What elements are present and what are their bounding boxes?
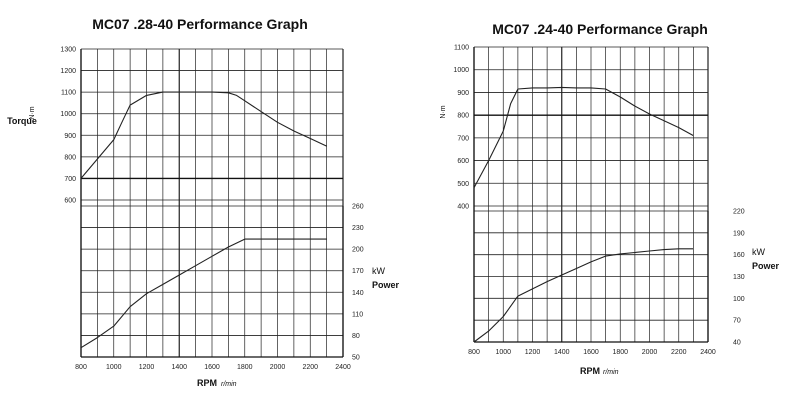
- power-tick-label: 80: [352, 333, 360, 340]
- x-tick-label: 1400: [171, 364, 187, 371]
- x-axis-unit: r/min: [221, 381, 237, 388]
- torque-tick-label: 1200: [60, 68, 76, 75]
- torque-tick-label: 500: [457, 181, 469, 188]
- power-tick-label: 220: [733, 209, 745, 216]
- x-tick-label: 800: [468, 349, 480, 356]
- chart-title: MC07 .28-40 Performance Graph: [92, 16, 308, 32]
- torque-axis-title: Torque: [7, 116, 37, 126]
- chart-title: MC07 .24-40 Performance Graph: [492, 21, 708, 37]
- torque-tick-label: 900: [64, 133, 76, 140]
- x-axis-title: RPM: [197, 378, 217, 388]
- power-tick-label: 160: [733, 252, 745, 259]
- power-curve: [80, 238, 327, 349]
- power-tick-label: 70: [733, 318, 741, 325]
- x-tick-label: 1000: [495, 349, 511, 356]
- power-tick-label: 170: [352, 268, 364, 275]
- x-tick-label: 2400: [335, 364, 351, 371]
- x-tick-label: 1800: [237, 364, 253, 371]
- x-tick-label: 1600: [204, 364, 220, 371]
- torque-curve: [80, 91, 327, 179]
- chart-panel-right: MC07 .24-40 Performance Graph 400 500 600 7…: [400, 0, 800, 402]
- torque-tick-label: 700: [457, 135, 469, 142]
- power-tick-label: 190: [733, 230, 745, 237]
- power-curve: [473, 248, 694, 343]
- power-tick-label: 100: [733, 296, 745, 303]
- chart-panel-left: MC07 .28-40 Performance Graph 600 700 800 9…: [7, 16, 400, 389]
- torque-tick-label: 900: [457, 90, 469, 97]
- torque-axis-unit: N·m: [29, 106, 36, 119]
- torque-tick-label: 700: [64, 176, 76, 183]
- torque-tick-label: 1100: [454, 45, 469, 52]
- torque-tick-label: 1100: [61, 90, 76, 97]
- torque-tick-label: 800: [457, 113, 469, 120]
- x-tick-label: 2200: [302, 364, 318, 371]
- torque-curve: [473, 86, 694, 189]
- torque-tick-label: 400: [457, 204, 469, 211]
- power-tick-label: 140: [352, 290, 364, 297]
- x-tick-label: 1400: [554, 349, 570, 356]
- torque-tick-label: 600: [64, 198, 76, 205]
- x-tick-label: 1800: [612, 349, 628, 356]
- power-tick-label: 110: [352, 311, 363, 318]
- x-axis-unit: r/min: [603, 369, 619, 376]
- power-tick-label: 50: [352, 355, 360, 362]
- x-axis-title: RPM: [580, 366, 600, 376]
- x-tick-label: 2000: [642, 349, 658, 356]
- x-tick-label: 2200: [671, 349, 687, 356]
- torque-tick-label: 1300: [60, 47, 76, 54]
- performance-chart-right: 400 500 600 700 800 900 1000 1100 40 70 100 130 160 1…: [440, 45, 780, 377]
- power-axis-unit: kW: [372, 266, 386, 276]
- power-tick-label: 130: [733, 274, 745, 281]
- torque-tick-label: 600: [457, 158, 469, 165]
- x-tick-label: 2000: [270, 364, 286, 371]
- performance-chart-left: 600 700 800 900 1000 1100 1200 1300 50 80 110 140 17…: [7, 47, 400, 389]
- power-tick-label: 40: [733, 340, 741, 347]
- power-axis-title: Power: [752, 261, 780, 271]
- torque-tick-label: 800: [64, 154, 76, 161]
- torque-tick-label: 1000: [60, 111, 76, 118]
- x-tick-label: 1200: [525, 349, 541, 356]
- x-tick-label: 1200: [139, 364, 155, 371]
- power-tick-label: 260: [352, 204, 364, 211]
- torque-tick-label: 1000: [453, 67, 469, 74]
- x-tick-label: 2400: [700, 349, 716, 356]
- torque-axis-unit: N·m: [440, 105, 447, 118]
- x-tick-label: 1000: [106, 364, 122, 371]
- power-axis-title: Power: [372, 280, 400, 290]
- x-tick-label: 800: [75, 364, 87, 371]
- x-tick-label: 1600: [583, 349, 599, 356]
- power-tick-label: 200: [352, 247, 364, 254]
- power-tick-label: 230: [352, 225, 364, 232]
- power-axis-unit: kW: [752, 247, 766, 257]
